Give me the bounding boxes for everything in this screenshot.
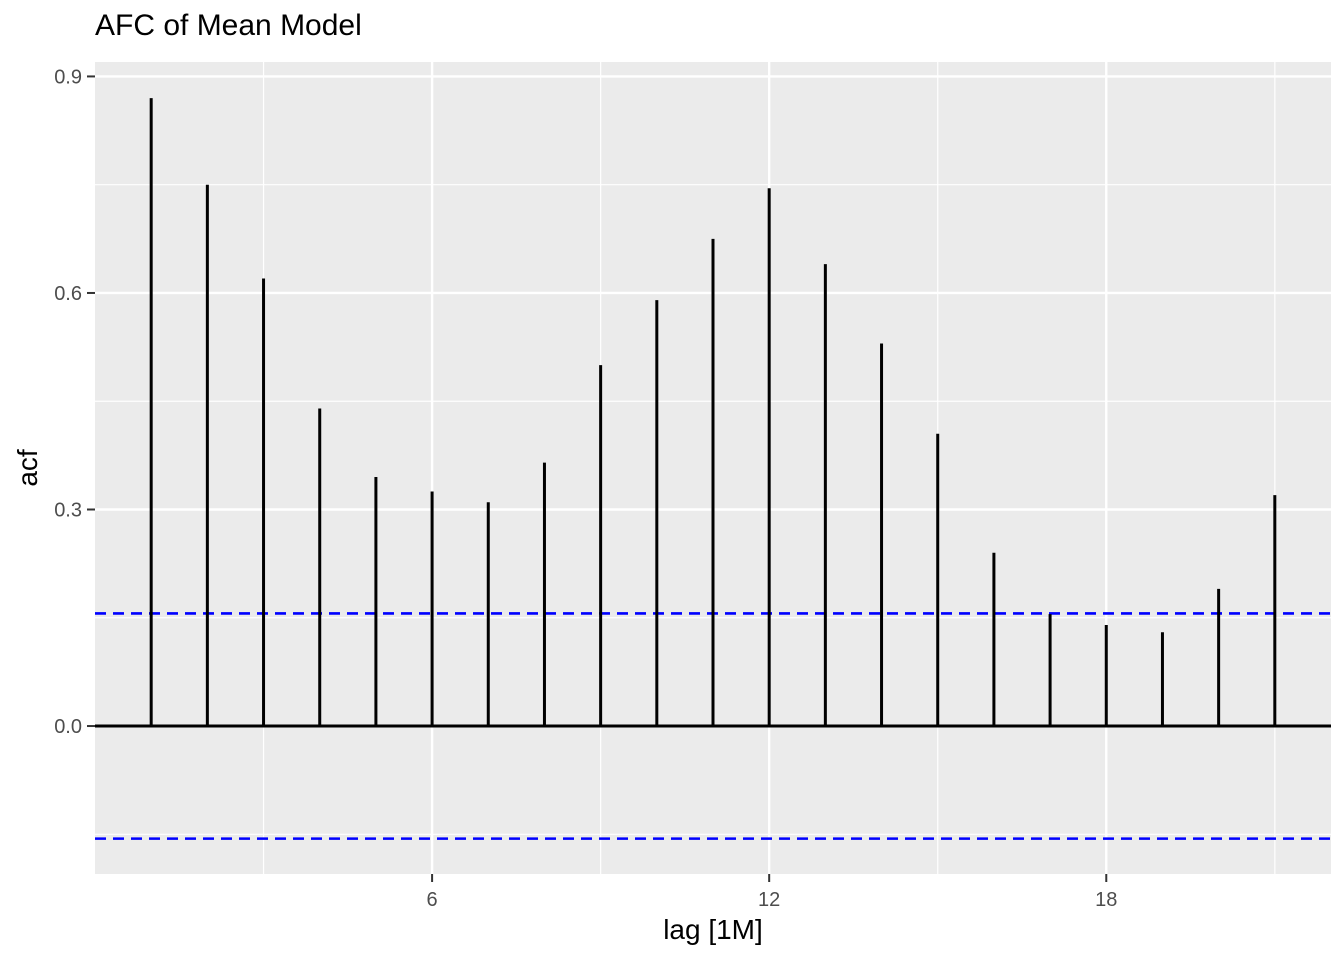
x-tick-label: 12 — [758, 889, 780, 911]
y-tick-label: 0.3 — [54, 500, 82, 522]
x-tick-label: 18 — [1095, 889, 1117, 911]
y-tick-label: 0.0 — [54, 716, 82, 738]
x-tick-label: 6 — [427, 889, 438, 911]
plot-title: AFC of Mean Model — [95, 9, 362, 42]
y-axis-title: acf — [12, 449, 43, 487]
y-tick-label: 0.6 — [54, 283, 82, 305]
y-tick-label: 0.9 — [54, 66, 82, 88]
x-axis-title: lag [1M] — [663, 914, 763, 945]
